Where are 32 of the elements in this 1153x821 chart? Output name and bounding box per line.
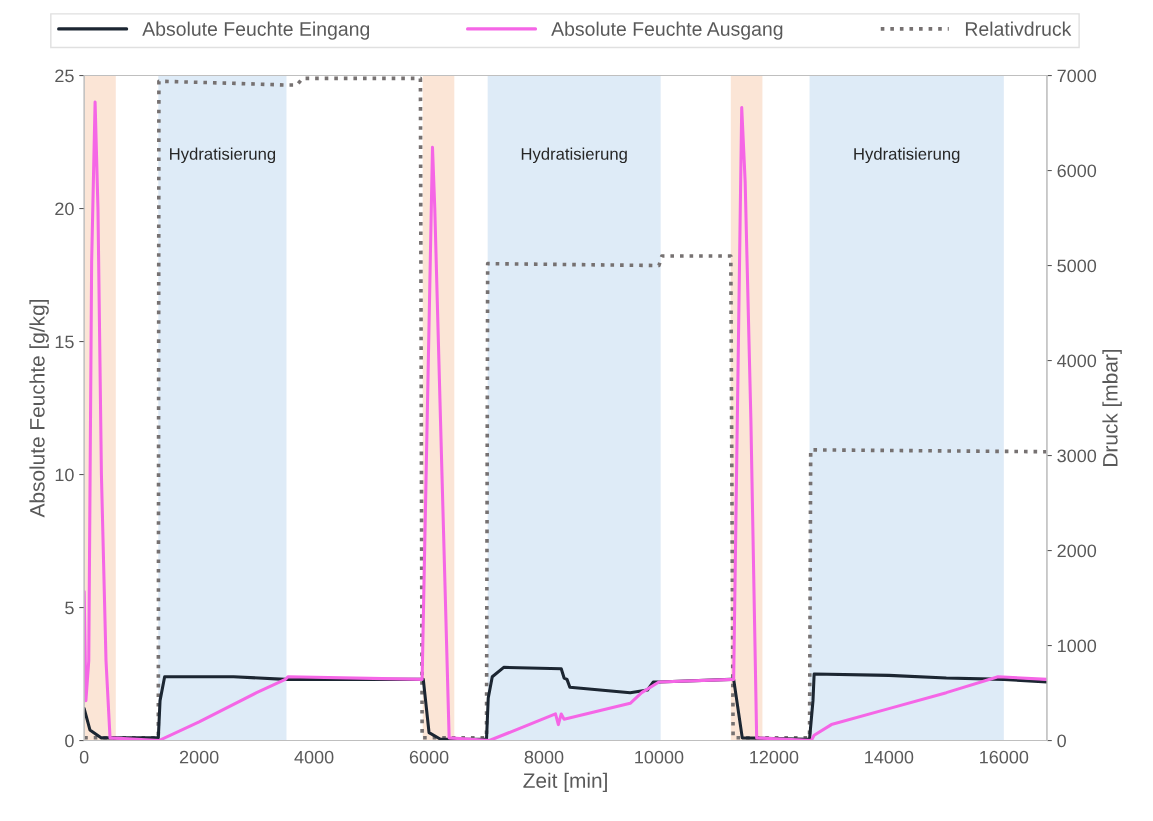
band-label: Hydratisierung <box>854 147 960 164</box>
y-tick-label: 20 <box>55 202 74 216</box>
x-tick-label: 16000 <box>980 750 1029 764</box>
y-axis-title: Absolute Feuchte [g/kg] <box>29 300 49 518</box>
y2-tick-label: 6000 <box>1057 164 1097 178</box>
y2-tick-label: 2000 <box>1057 544 1097 558</box>
x-tick-label: 14000 <box>865 750 914 764</box>
y2-tick-label: 0 <box>1057 734 1066 748</box>
band-label: Hydratisierung <box>521 147 627 164</box>
y-tick-label: 0 <box>65 734 74 748</box>
y2-tick-label: 7000 <box>1057 69 1097 83</box>
x-tick-label: 2000 <box>179 750 219 764</box>
legend-label: Absolute Feuchte Eingang <box>142 21 370 40</box>
band-label: Hydratisierung <box>170 147 276 164</box>
y2-tick-label: 1000 <box>1058 639 1097 653</box>
x-tick-label: 12000 <box>750 750 799 764</box>
x-axis-title: Zeit [min] <box>523 772 607 793</box>
y2-tick-label: 4000 <box>1057 354 1097 368</box>
x-tick-label: 10000 <box>635 750 684 764</box>
y2-axis-title: Druck [mbar] <box>1102 349 1122 466</box>
y-tick-label: 5 <box>65 601 74 615</box>
x-tick-label: 0 <box>79 750 89 764</box>
y-tick-label: 15 <box>55 335 74 349</box>
x-tick-label: 6000 <box>409 750 449 764</box>
y-tick-label: 25 <box>55 69 74 83</box>
legend-label: Relativdruck <box>965 21 1072 36</box>
y2-tick-label: 3000 <box>1057 449 1097 463</box>
legend-label: Absolute Feuchte Ausgang <box>551 21 783 40</box>
y2-tick-label: 5000 <box>1057 259 1097 273</box>
y-tick-label: 10 <box>55 468 74 482</box>
x-tick-label: 8000 <box>524 750 564 764</box>
x-tick-label: 4000 <box>294 750 334 764</box>
